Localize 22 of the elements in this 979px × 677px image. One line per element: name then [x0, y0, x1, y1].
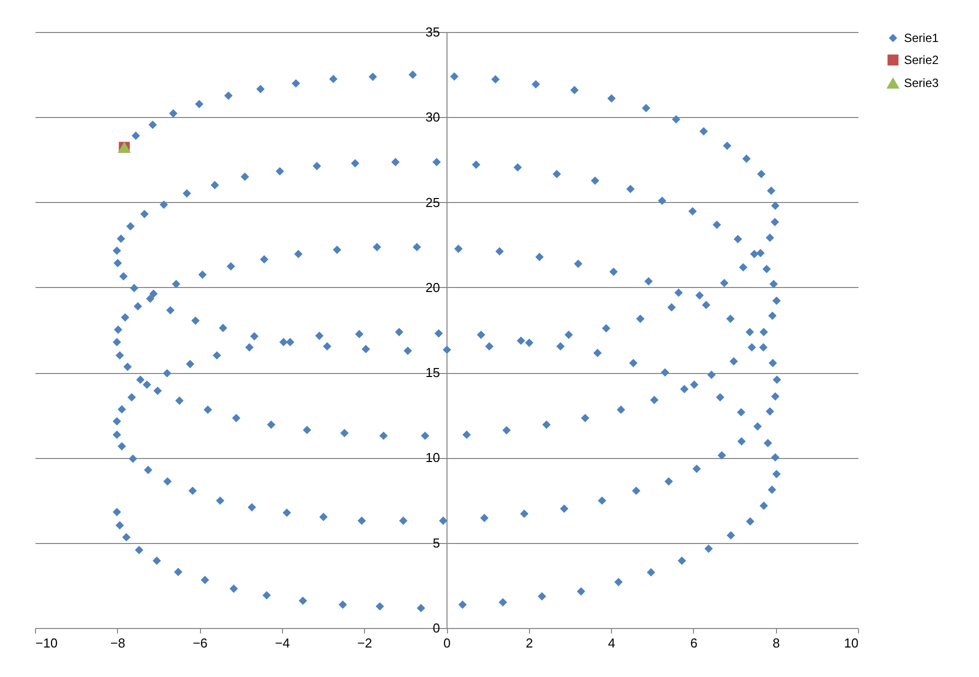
legend-label: Serie3 — [904, 76, 940, 90]
y-tick-label: 30 — [426, 110, 440, 125]
x-tick-label: 2 — [526, 636, 533, 650]
y-tick-label: 15 — [426, 365, 440, 380]
y-tick-label: 10 — [426, 450, 440, 466]
y-tick-label: 0 — [432, 620, 440, 636]
x-tick-label: 4 — [608, 636, 616, 650]
x-tick-label: 8 — [772, 636, 780, 650]
x-tick-label: 0 — [443, 636, 451, 650]
y-tick-label: 35 — [426, 24, 440, 40]
x-tick-label: 6 — [690, 636, 698, 650]
x-tick-label: −4 — [274, 636, 290, 650]
y-tick-label: 25 — [426, 194, 440, 210]
x-tick-label: 10 — [844, 636, 858, 650]
legend-label: Serie1 — [904, 31, 940, 45]
y-tick-label: 20 — [426, 280, 440, 295]
x-tick-label: −10 — [36, 636, 58, 650]
x-tick-label: −8 — [110, 636, 126, 650]
x-tick-label: −6 — [192, 636, 208, 650]
y-tick-label: 5 — [432, 535, 440, 550]
x-tick-label: −2 — [357, 636, 372, 650]
legend-label: Serie2 — [904, 53, 940, 67]
